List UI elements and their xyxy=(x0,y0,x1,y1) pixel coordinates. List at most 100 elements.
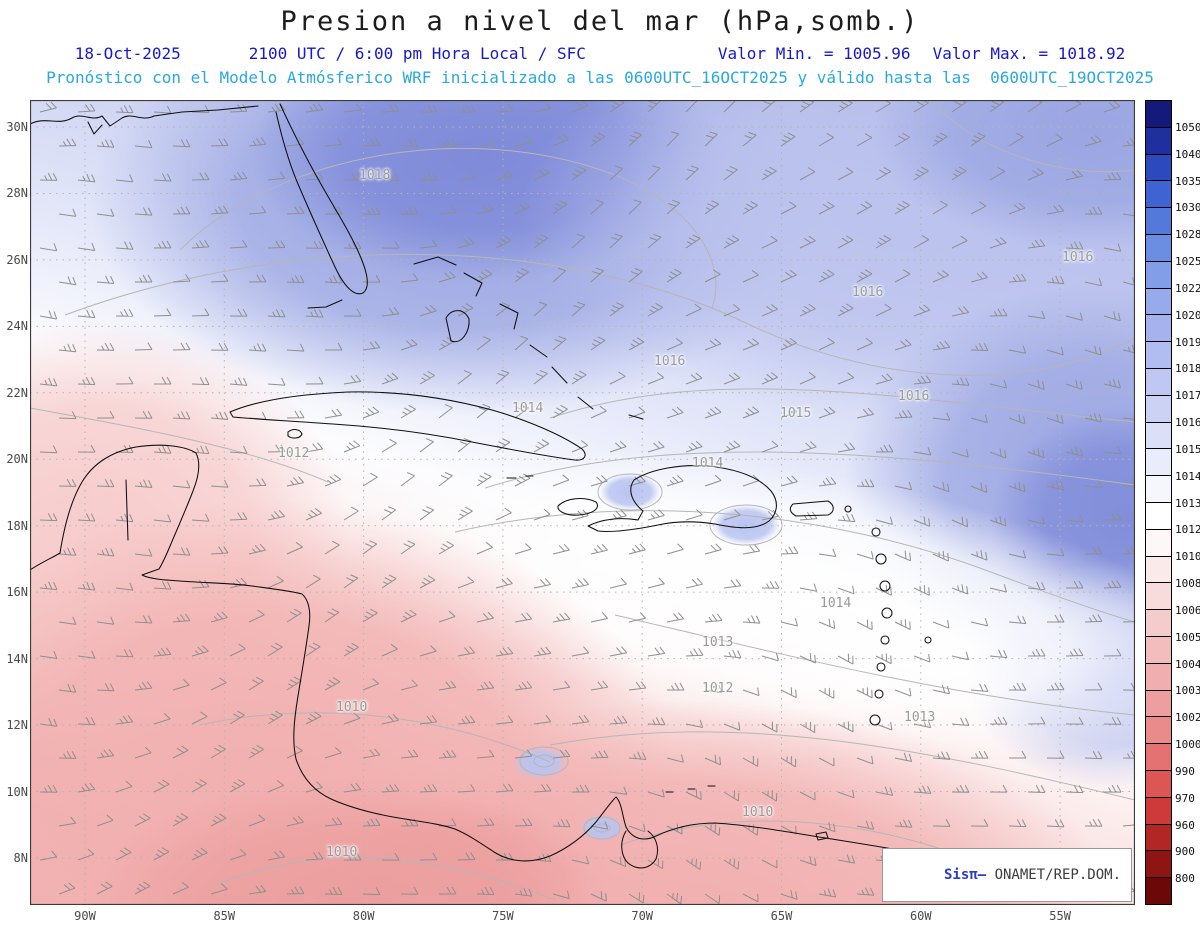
colorbar-cell xyxy=(1145,207,1172,235)
colorbar-cell xyxy=(1145,796,1172,825)
colorbar-tick-label: 900 xyxy=(1175,845,1195,859)
colorbar-tick-label: 1018 xyxy=(1175,362,1200,376)
colorbar-tick-label: 1010 xyxy=(1175,550,1200,564)
mississippi-delta xyxy=(87,121,103,135)
lon-tick-label: 85W xyxy=(213,909,236,923)
coastlines-layer xyxy=(30,103,986,892)
page-title: Presion a nivel del mar (hPa,somb.) xyxy=(280,6,920,37)
st-lucia xyxy=(880,635,890,645)
lon-tick-label: 75W xyxy=(492,909,514,923)
colorbar-tick-label: 1005 xyxy=(1175,630,1200,644)
colorbar-cell xyxy=(1145,823,1172,852)
lat-tick-label: 18N xyxy=(6,518,28,533)
grenadines xyxy=(874,689,884,699)
colorbar-cell xyxy=(1145,233,1172,262)
colorbar-tick-label: 1006 xyxy=(1175,603,1200,617)
lat-tick-label: 12N xyxy=(6,718,28,733)
colorbar-cell xyxy=(1145,635,1172,664)
lat-tick-label: 20N xyxy=(6,452,28,467)
colorbar-cell xyxy=(1145,180,1172,209)
hispaniola xyxy=(587,465,777,533)
barbados xyxy=(924,636,932,644)
colorbar-cell xyxy=(1145,743,1172,771)
virgin-islands xyxy=(844,505,852,513)
colorbar-tick-label: 1017 xyxy=(1175,389,1200,403)
lat-tick-label: 8N xyxy=(13,850,28,865)
isobar-label: 1014 xyxy=(820,596,852,611)
colorbar-cell xyxy=(1145,501,1172,530)
bahamas xyxy=(577,396,594,410)
colorbar-tick-label: 990 xyxy=(1175,764,1195,778)
max-value-label: Valor Max. = 1018.92 xyxy=(932,44,1126,63)
colorbar-tick-label: 1004 xyxy=(1175,657,1200,671)
isobar-label: 1010 xyxy=(326,845,358,860)
isobar-label: 1014 xyxy=(512,401,544,416)
bahamas xyxy=(499,303,519,330)
border-line xyxy=(125,479,129,541)
watermark-brand: Sisπ– xyxy=(943,867,995,883)
lat-tick-label: 26N xyxy=(6,252,28,267)
colorbar-cell xyxy=(1145,260,1172,289)
florida-keys xyxy=(307,299,343,309)
abc-islands xyxy=(665,785,716,793)
isobar-label: 1016 xyxy=(898,389,930,404)
colorbar-tick-label: 1050 xyxy=(1175,120,1200,134)
colorbar-tick-label: 1012 xyxy=(1175,523,1200,537)
antigua xyxy=(871,527,881,537)
colorbar-cell xyxy=(1145,716,1172,745)
guadeloupe xyxy=(875,553,887,565)
colorbar-cell xyxy=(1145,314,1172,343)
colorbar-cell xyxy=(1145,528,1172,557)
panama-south-america-coast xyxy=(454,796,976,866)
st-vincent xyxy=(876,662,886,672)
colorbar-cell xyxy=(1145,287,1172,316)
colorbar-cell xyxy=(1145,153,1172,182)
jamaica xyxy=(557,497,598,516)
watermark-box: Sisπ– ONAMET/REP.DOM. xyxy=(882,848,1132,902)
isobar-label: 1013 xyxy=(702,635,734,650)
florida-peninsula xyxy=(275,103,368,295)
isobar-label: 1018 xyxy=(359,168,391,183)
colorbar-cell xyxy=(1145,662,1172,691)
lat-tick-label: 14N xyxy=(6,651,28,666)
colorbar-tick-label: 1025 xyxy=(1175,255,1200,268)
watermark-org: ONAMET/REP.DOM. xyxy=(994,867,1121,883)
colorbar-cell xyxy=(1145,394,1172,423)
lat-tick-label: 30N xyxy=(6,120,28,134)
min-value-label: Valor Min. = 1005.96 xyxy=(717,44,911,63)
isobar-label: 1010 xyxy=(742,805,774,820)
colorbar-tick-label: 1020 xyxy=(1175,308,1200,322)
margarita xyxy=(815,831,829,841)
colorbar-tick-label: 1002 xyxy=(1175,711,1200,725)
bahamas xyxy=(463,272,483,297)
colorbar-tick-label: 1014 xyxy=(1175,469,1200,483)
colorbar-cell xyxy=(1145,341,1172,369)
colorbar-cell xyxy=(1145,367,1172,396)
model-info-line: Pronóstico con el Modelo Atmósferico WRF… xyxy=(46,68,1154,87)
colorbar xyxy=(1145,100,1172,905)
isobar-label: 1014 xyxy=(692,456,724,471)
map-canvas: 1018 1016 1016 1016 1016 1014 1015 1014 1012 1014… xyxy=(30,100,1135,905)
map-frame xyxy=(30,100,1135,905)
lon-tick-label: 90W xyxy=(74,909,96,923)
colorbar-cell xyxy=(1145,609,1172,637)
lon-tick-label: 55W xyxy=(1049,909,1071,923)
colorbar-tick-label: 1030 xyxy=(1175,201,1200,215)
header-datetime-line: 18-Oct-2025 2100 UTC / 6:00 pm Hora Loca… xyxy=(0,44,1200,63)
colorbar-cell xyxy=(1145,689,1172,718)
colorbar-tick-label: 1003 xyxy=(1175,684,1200,698)
cuba xyxy=(229,391,586,461)
martinique xyxy=(881,607,893,619)
lon-tick-label: 60W xyxy=(909,909,932,923)
isobar-label: 1013 xyxy=(904,710,936,725)
bahamas xyxy=(413,256,457,266)
pressure-map-svg xyxy=(30,100,1135,905)
colorbar-cell xyxy=(1145,421,1172,450)
colorbar-tick-label: 1013 xyxy=(1175,496,1200,510)
colorbar-tick-label: 970 xyxy=(1175,791,1195,805)
colorbar-tick-label: 800 xyxy=(1175,872,1195,886)
colorbar-cell xyxy=(1145,769,1172,798)
lake-maracaibo xyxy=(621,830,659,869)
colorbar-tick-label: 960 xyxy=(1175,818,1195,832)
